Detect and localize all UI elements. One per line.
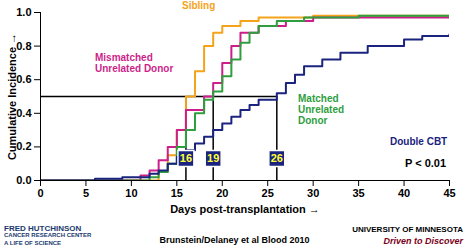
html-text:Driven to Discover: Driven to Discover	[383, 236, 463, 246]
svg-text:5: 5	[83, 187, 89, 199]
html-text:Double CBT: Double CBT	[390, 136, 448, 147]
svg-text:0.2: 0.2	[16, 140, 31, 152]
svg-text:10: 10	[125, 187, 137, 199]
html-text:A LIFE OF SCIENCE: A LIFE OF SCIENCE	[4, 240, 62, 246]
svg-text:1.0: 1.0	[16, 6, 31, 18]
html-text:FRED HUTCHINSON: FRED HUTCHINSON	[4, 224, 82, 233]
html-text:Mismatched Unrelated Donor: Mismatched Unrelated Donor	[95, 52, 174, 74]
html-text:Sibling: Sibling	[182, 0, 216, 11]
svg-text:0.4: 0.4	[16, 107, 32, 119]
html-text:P < 0.01: P < 0.01	[405, 157, 447, 169]
svg-text:0: 0	[37, 187, 43, 199]
svg-text:0.6: 0.6	[16, 73, 31, 85]
svg-text:35: 35	[352, 187, 364, 199]
svg-text:45: 45	[443, 187, 455, 199]
html-text:CANCER RESEARCH CENTER: CANCER RESEARCH CENTER	[4, 232, 92, 238]
svg-text:25: 25	[262, 187, 274, 199]
svg-text:0.8: 0.8	[16, 40, 31, 52]
html-text:UNIVERSITY OF MINNESOTA: UNIVERSITY OF MINNESOTA	[352, 225, 463, 234]
svg-text:Days post-transplantation →: Days post-transplantation →	[170, 203, 320, 215]
html-text:Matched Unrelated Donor: Matched Unrelated Donor	[298, 93, 345, 126]
svg-text:30: 30	[307, 187, 319, 199]
svg-text:20: 20	[216, 187, 228, 199]
svg-text:0.0: 0.0	[16, 174, 31, 186]
svg-text:26: 26	[271, 152, 283, 164]
svg-text:15: 15	[171, 187, 183, 199]
html-text:Brunstein/Delaney et al Blood: Brunstein/Delaney et al Blood 2010	[159, 235, 310, 245]
svg-text:19: 19	[207, 152, 219, 164]
svg-text:40: 40	[398, 187, 410, 199]
svg-text:16: 16	[180, 152, 192, 164]
svg-text:Cumulative Incidence →: Cumulative Incidence →	[6, 33, 18, 160]
